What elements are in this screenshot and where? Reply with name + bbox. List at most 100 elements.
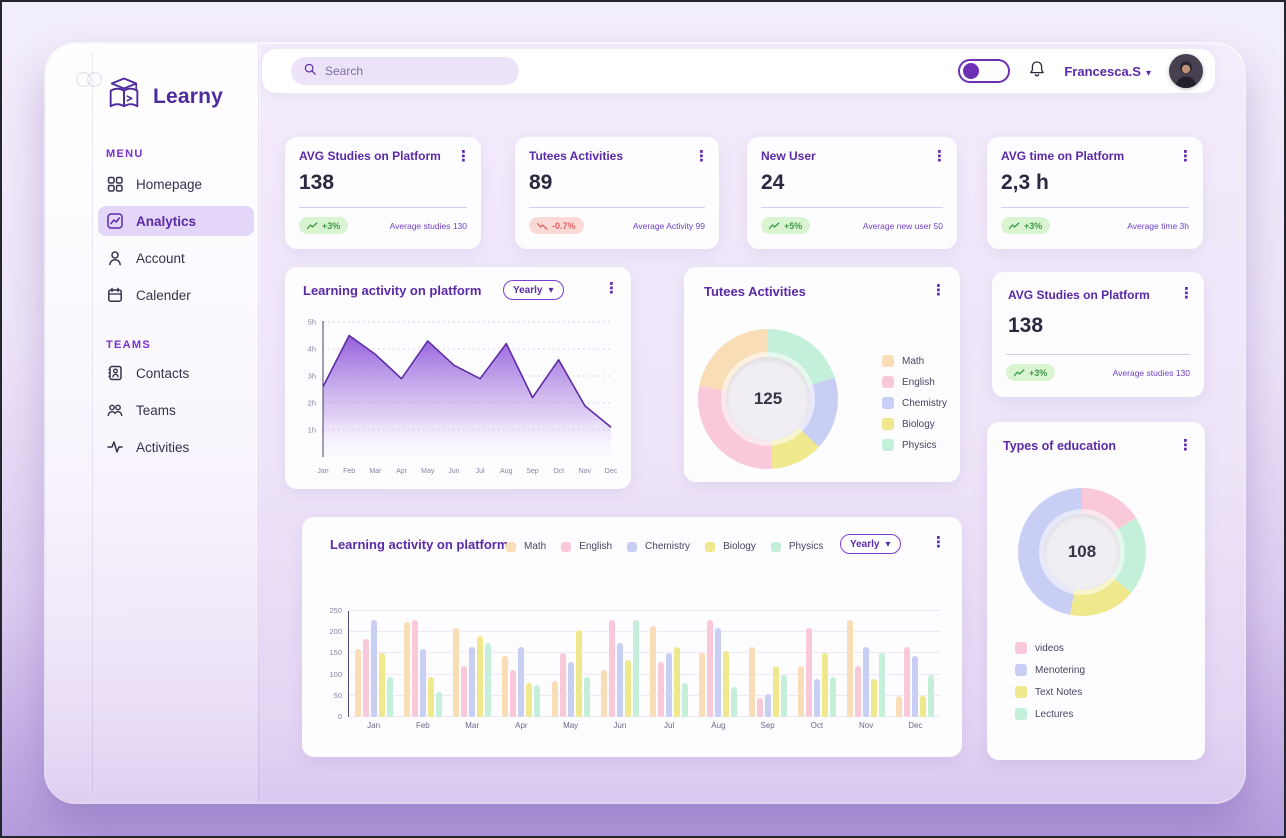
sidebar-item-contacts[interactable]: Contacts <box>98 358 254 388</box>
x-tick-label: Sep <box>760 721 775 730</box>
sidebar-item-homepage[interactable]: Homepage <box>98 169 254 199</box>
legend-item-text-notes: Text Notes <box>1015 686 1085 698</box>
y-tick-label: 250 <box>329 606 342 615</box>
legend-item-english: English <box>882 376 947 388</box>
svg-text:Mar: Mar <box>369 468 382 475</box>
learning-activity-area-card: Learning activity on platform Yearly 1h 2… <box>285 267 631 489</box>
bar-chemistry <box>469 647 476 717</box>
sidebar-item-account[interactable]: Account <box>98 243 254 273</box>
bar-physics <box>731 687 738 717</box>
legend-swatch <box>882 439 894 451</box>
legend-swatch <box>882 376 894 388</box>
bar-group-apr <box>497 611 546 717</box>
kebab-menu-button[interactable] <box>694 147 709 166</box>
bar-chemistry <box>715 628 722 717</box>
divider <box>529 207 705 208</box>
period-select[interactable]: Yearly <box>503 280 564 300</box>
donut-center-value: 125 <box>726 357 810 441</box>
svg-text:2h: 2h <box>308 399 316 408</box>
x-axis-labels: Jan Feb Mar Apr May Jun Jul Aug Sep Oct Nov Dec <box>349 721 940 733</box>
bar-biology <box>477 636 484 717</box>
kebab-menu-button[interactable] <box>604 279 619 298</box>
sidebar-item-calender[interactable]: Calender <box>98 280 254 310</box>
bar-group-sep <box>743 611 792 717</box>
search-bar[interactable] <box>291 57 519 85</box>
card-footnote: Average Activity 99 <box>632 220 705 231</box>
legend-item-menotering: Menotering <box>1015 664 1085 676</box>
y-tick-label: 200 <box>329 627 342 637</box>
chart-title: Types of education <box>1003 439 1116 453</box>
bar-physics <box>879 653 886 717</box>
chart-legend: Math English Chemistry Biology Physics <box>506 541 823 552</box>
person-icon <box>106 249 124 267</box>
sidebar-item-activities[interactable]: Activities <box>98 432 254 462</box>
bar-math <box>797 666 804 717</box>
divider <box>1006 354 1190 355</box>
legend-swatch <box>1015 708 1027 720</box>
sidebar-item-analytics[interactable]: Analytics <box>98 206 254 236</box>
user-menu[interactable]: Francesca.S <box>1064 64 1151 79</box>
y-axis-line <box>348 611 349 717</box>
theme-toggle[interactable] <box>958 59 1011 83</box>
bar-math <box>600 670 607 717</box>
card-title: AVG Studies on Platform <box>1008 288 1150 302</box>
divider <box>1001 207 1189 208</box>
bar-english <box>362 638 369 717</box>
bar-english <box>411 619 418 717</box>
bar-chemistry <box>567 661 574 717</box>
y-tick-label: 50 <box>333 690 342 700</box>
bar-groups <box>349 611 940 717</box>
kebab-menu-button[interactable] <box>1178 436 1193 455</box>
area-chart: 1h 2h 3h 4h 5h Jan Feb Mar Apr May Jun Jul Aug Sep Oct… <box>293 317 623 492</box>
kebab-menu-button[interactable] <box>931 281 946 300</box>
x-tick-label: Jul <box>664 721 675 730</box>
kebab-menu-button[interactable] <box>932 147 947 166</box>
avatar[interactable] <box>1169 54 1203 88</box>
kebab-menu-button[interactable] <box>456 147 471 166</box>
svg-text:Oct: Oct <box>553 468 564 475</box>
stat-card-avg-studies: AVG Studies on Platform 138 +3% Average … <box>285 137 481 249</box>
x-tick-label: Dec <box>908 721 923 730</box>
kebab-menu-button[interactable] <box>1179 284 1194 303</box>
gridline <box>348 652 940 654</box>
legend-label: Math <box>524 541 547 552</box>
chart-legend: videos Menotering Text Notes Lectures <box>1015 642 1085 730</box>
tutees-activities-donut-card: Tutees Activities 125 Math English Chemist… <box>684 267 960 482</box>
x-tick-label: Apr <box>515 721 528 730</box>
search-input[interactable] <box>325 64 495 78</box>
bar-english <box>608 619 615 717</box>
period-select[interactable]: Yearly <box>840 534 901 554</box>
svg-text:3h: 3h <box>308 372 316 381</box>
chevron-down-icon <box>548 285 553 296</box>
legend-swatch <box>770 541 781 552</box>
bar-physics <box>583 676 590 717</box>
kebab-menu-button[interactable] <box>931 533 946 552</box>
bell-icon[interactable] <box>1028 60 1046 83</box>
y-tick-label: 150 <box>329 648 342 658</box>
svg-text:Dec: Dec <box>605 468 618 475</box>
bar-chemistry <box>912 655 919 717</box>
stat-card-avg-studies-side: AVG Studies on Platform 138 +3% Average … <box>992 272 1204 397</box>
kebab-menu-button[interactable] <box>1178 147 1193 166</box>
svg-text:Nov: Nov <box>579 468 592 475</box>
legend-item-english: English <box>561 541 612 552</box>
bar-math <box>403 621 410 717</box>
x-tick-label: Nov <box>859 721 874 730</box>
x-tick-label: Oct <box>810 721 824 730</box>
bar-group-jun <box>595 611 644 717</box>
bar-chemistry <box>419 649 426 717</box>
chart-title: Learning activity on platform <box>303 283 482 298</box>
bar-physics <box>632 619 639 717</box>
grid-icon <box>106 175 124 193</box>
bar-physics <box>928 674 935 717</box>
bar-physics <box>435 691 442 717</box>
card-footnote: Average studies 130 <box>1112 367 1190 378</box>
main-content: Francesca.S AVG Studies on Pl <box>260 44 1244 802</box>
bar-math <box>650 625 657 717</box>
bar-english <box>805 628 812 717</box>
gridline <box>348 631 940 633</box>
card-title: New User <box>761 149 816 163</box>
bar-english <box>658 661 665 717</box>
sidebar-item-teams[interactable]: Teams <box>98 395 254 425</box>
bar-chemistry <box>666 653 673 717</box>
